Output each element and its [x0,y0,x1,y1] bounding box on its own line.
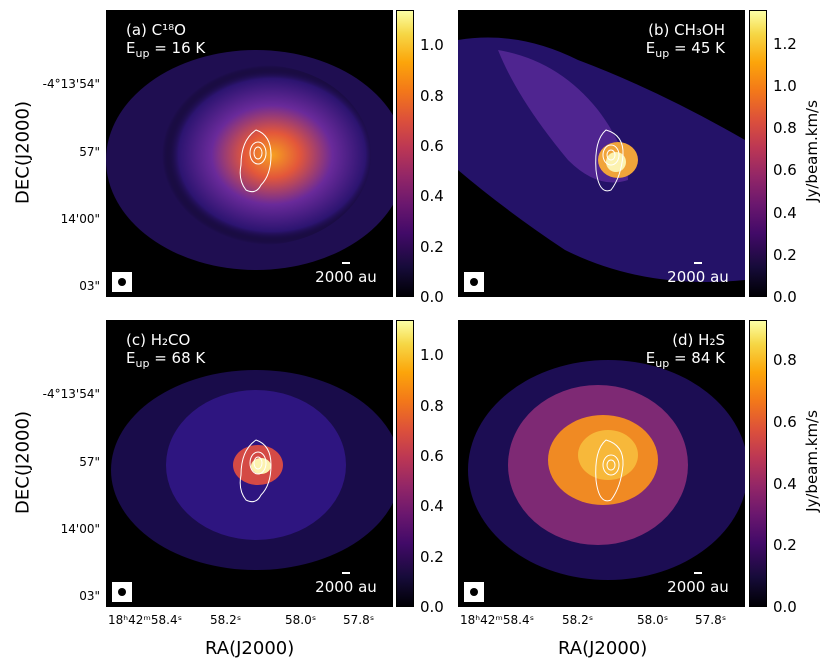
colorbar-tick-c: 0.2 [420,547,444,566]
colorbar-tick-a: 0.0 [420,288,444,306]
ra-tick-label: 18ʰ42ᵐ58.4ˢ [108,613,183,627]
emission-map-d [458,320,745,607]
colorbar-tick-b: 0.8 [773,119,797,138]
colorbar-tick-d: 0.4 [773,474,797,493]
colorbar-tick-c: 1.0 [420,346,444,365]
eup-label-d: Eup = 84 K [645,349,725,371]
colorbar-d [749,320,767,607]
ra-tick-label: 58.2ˢ [562,613,594,627]
beam-marker-a [112,272,132,292]
colorbar-tick-c: 0.4 [420,497,444,516]
panel-label-d: (d) H₂S [672,331,725,349]
colorbar-title-bottom: Jy/beam.km/s [803,410,821,512]
colorbar-tick-a: 1.0 [420,36,444,55]
dec-tick-label: -4°13'54" [42,77,100,91]
colorbar-tick-a: 0.6 [420,136,444,155]
map-panel-b: (b) CH₃OH Eup = 45 K 2000 au [458,10,745,297]
ra-tick-label: 57.8ˢ [695,613,727,627]
colorbar-c [396,320,414,607]
ra-axis-title-left: RA(J2000) [205,638,295,659]
colorbar-tick-a: 0.4 [420,187,444,206]
colorbar-tick-b: 0.0 [773,288,797,306]
dec-tick-label: 14'00" [60,522,100,536]
emission-map-b [458,10,745,297]
panel-label-a: (a) C¹⁸O [126,21,186,39]
dec-tick-label: 03" [79,589,100,603]
dec-tick-label: -4°13'54" [42,387,100,401]
colorbar-tick-c: 0.0 [420,598,444,616]
dec-tick-label: 14'00" [60,212,100,226]
dec-axis-title-top: DEC(J2000) [12,101,34,204]
panel-label-c: (c) H₂CO [126,331,191,349]
scalebar-a: 2000 au [306,262,386,286]
colorbar-tick-d: 0.6 [773,412,797,431]
dec-tick-label: 57" [79,145,100,159]
scalebar-d: 2000 au [658,572,738,596]
ra-tick-label: 18ʰ42ᵐ58.4ˢ [460,613,535,627]
dec-axis-title-bottom: DEC(J2000) [12,411,34,514]
ra-tick-label: 58.0ˢ [285,613,317,627]
map-panel-d: (d) H₂S Eup = 84 K 2000 au [458,320,745,607]
dec-tick-label: 03" [79,279,100,293]
emission-map-c [106,320,393,607]
colorbar-tick-b: 1.2 [773,34,797,53]
colorbar-tick-b: 0.4 [773,203,797,222]
colorbar-tick-d: 0.8 [773,351,797,370]
panel-label-b: (b) CH₃OH [648,21,725,39]
colorbar-a [396,10,414,297]
eup-label-a: Eup = 16 K [126,39,206,61]
colorbar-title-top: Jy/beam.km/s [803,100,821,202]
colorbar-tick-b: 0.6 [773,161,797,180]
dec-tick-label: 57" [79,455,100,469]
colorbar-tick-d: 0.0 [773,598,797,616]
ra-tick-label: 57.8ˢ [343,613,375,627]
beam-marker-b [464,272,484,292]
ra-tick-label: 58.2ˢ [210,613,242,627]
beam-marker-d [464,582,484,602]
colorbar-tick-c: 0.6 [420,446,444,465]
scalebar-b: 2000 au [658,262,738,286]
colorbar-tick-c: 0.8 [420,396,444,415]
colorbar-b [749,10,767,297]
emission-map-a [106,10,393,297]
colorbar-tick-a: 0.2 [420,237,444,256]
colorbar-tick-a: 0.8 [420,86,444,105]
map-panel-c: (c) H₂CO Eup = 68 K 2000 au [106,320,393,607]
map-panel-a: (a) C¹⁸O Eup = 16 K 2000 au [106,10,393,297]
ra-tick-label: 58.0ˢ [637,613,669,627]
eup-label-c: Eup = 68 K [126,349,206,371]
eup-label-b: Eup = 45 K [645,39,725,61]
ra-axis-title-right: RA(J2000) [558,638,648,659]
colorbar-tick-d: 0.2 [773,536,797,555]
scalebar-c: 2000 au [306,572,386,596]
colorbar-tick-b: 1.0 [773,76,797,95]
beam-marker-c [112,582,132,602]
colorbar-tick-b: 0.2 [773,245,797,264]
